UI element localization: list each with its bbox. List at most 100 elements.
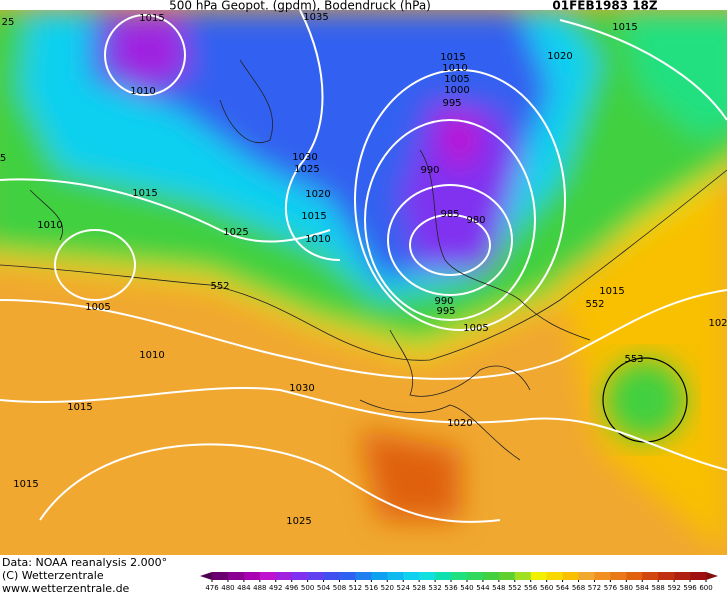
colorbar-tick-label: 528 <box>412 584 425 592</box>
colorbar-swatch <box>212 572 229 580</box>
colorbar-tick-label: 544 <box>476 584 490 592</box>
isobar-label: 1015 <box>67 402 92 413</box>
colorbar-swatch <box>514 572 532 580</box>
colorbar: 476 480 484 488 492 496 500 504 508 512 516 520 524 5… <box>200 572 718 592</box>
colorbar-swatch <box>243 572 261 580</box>
isobar-label: 1010 <box>37 220 62 231</box>
isobar-label: 1005 <box>444 74 469 85</box>
colorbar-tick-label: 588 <box>652 584 665 592</box>
colorbar-swatch <box>451 572 468 580</box>
colorbar-swatch <box>259 572 277 580</box>
isobar-label: 995 <box>436 306 455 317</box>
colorbar-tick-label: 488 <box>253 584 266 592</box>
isobar-label: 553 <box>624 354 643 365</box>
isobar-labels: 1015 103510152510101020101510101005100099… <box>0 12 727 527</box>
colorbar-tick-label: 524 <box>397 584 411 592</box>
isobar-label: 1020 <box>305 189 330 200</box>
colorbar-swatch <box>562 572 579 580</box>
colorbar-tick-label: 600 <box>699 584 712 592</box>
colorbar-tick-label: 572 <box>588 584 601 592</box>
isobars <box>0 10 727 523</box>
colorbar-swatch <box>387 572 404 580</box>
isobar-label: 102 <box>708 318 727 329</box>
website: www.wetterzentrale.de <box>2 582 130 593</box>
colorbar-swatch <box>419 572 436 580</box>
isobar-label: 1015 <box>132 188 157 199</box>
colorbar-swatch <box>690 572 707 580</box>
colorbar-tick-label: 504 <box>317 584 331 592</box>
colorbar-tick-label: 584 <box>636 584 650 592</box>
colorbar-swatch <box>674 572 691 580</box>
isobar-label: 1025 <box>286 516 311 527</box>
colorbar-tick-label: 596 <box>683 584 697 592</box>
colorbar-tick-label: 480 <box>221 584 234 592</box>
colorbar-arrow-right <box>706 572 718 580</box>
colorbar-tick-label: 520 <box>381 584 394 592</box>
colorbar-swatch <box>275 572 292 580</box>
isobar-label: 1030 <box>289 383 314 394</box>
isobar-label: 1010 <box>139 350 164 361</box>
isobar-label: 1015 <box>599 286 624 297</box>
isobar-label: 1025 <box>294 164 319 175</box>
colorbar-tick-label: 512 <box>349 584 362 592</box>
isobar-label: 1010 <box>305 234 330 245</box>
field <box>0 10 727 555</box>
isobar-label: 995 <box>442 98 461 109</box>
colorbar-swatch <box>626 572 643 580</box>
colorbar-tick-label: 556 <box>524 584 538 592</box>
colorbar-tick-label: 476 <box>205 584 219 592</box>
colorbar-swatch <box>466 572 484 580</box>
colorbar-tick-label: 576 <box>604 584 618 592</box>
colorbar-swatch <box>482 572 500 580</box>
colorbar-tick-label: 540 <box>460 584 473 592</box>
isobar-label: 1025 <box>223 227 248 238</box>
isobar-label: 5 <box>0 153 6 164</box>
colorbar-swatch <box>227 572 245 580</box>
colorbar-swatch <box>546 572 563 580</box>
data-source: Data: NOAA reanalysis 2.000° <box>2 556 167 569</box>
colorbar-tick-label: 536 <box>444 584 458 592</box>
coastlines <box>29 59 591 461</box>
colorbar-tick-label: 564 <box>556 584 570 592</box>
colorbar-swatch <box>498 572 516 580</box>
colorbar-tick-label: 492 <box>269 584 282 592</box>
colorbar-swatch <box>355 572 372 580</box>
colorbar-swatch <box>435 572 452 580</box>
isobar-label: 552 <box>210 281 229 292</box>
isobar-label: 990 <box>420 165 439 176</box>
isobar-label: 980 <box>466 215 485 226</box>
colorbar-tick-label: 508 <box>333 584 346 592</box>
colorbar-swatch <box>530 572 547 580</box>
colorbar-swatch <box>642 572 659 580</box>
colorbar-tick-label: 516 <box>365 584 379 592</box>
isobar-label: 985 <box>440 209 459 220</box>
isobar-label: 1005 <box>463 323 488 334</box>
map-title: 500 hPa Geopot. (gpdm), Bodendruck (hPa) <box>169 0 431 13</box>
colorbar-tick-label: 532 <box>428 584 441 592</box>
colorbar-tick-label: 560 <box>540 584 553 592</box>
colorbar-swatch <box>610 572 627 580</box>
isobar-label: 1030 <box>292 152 317 163</box>
isobar-label: 1015 <box>612 22 637 33</box>
colorbar-tick-label: 500 <box>301 584 314 592</box>
isobar-label: 25 <box>2 17 15 28</box>
isobar-label: 1015 <box>301 211 326 222</box>
isobar-label: 1000 <box>444 85 469 96</box>
isobar-label: 1020 <box>447 418 472 429</box>
isobar-label: 1005 <box>85 302 110 313</box>
colorbar-tick-label: 484 <box>237 584 251 592</box>
colorbar-swatch <box>658 572 675 580</box>
colorbar-swatch <box>594 572 611 580</box>
isobar-label: 1010 <box>442 63 467 74</box>
isobar-label: 1035 <box>303 12 328 23</box>
colorbar-swatch <box>339 572 356 580</box>
isobar-label: 1020 <box>547 51 572 62</box>
colorbar-swatch <box>323 572 340 580</box>
colorbar-tick-label: 580 <box>620 584 633 592</box>
colorbar-arrow-left <box>200 572 212 580</box>
colorbar-swatch <box>578 572 595 580</box>
map-date: 01FEB1983 18Z <box>552 0 658 13</box>
isobar-label: 1015 <box>139 13 164 24</box>
colorbar-tick-label: 496 <box>285 584 299 592</box>
